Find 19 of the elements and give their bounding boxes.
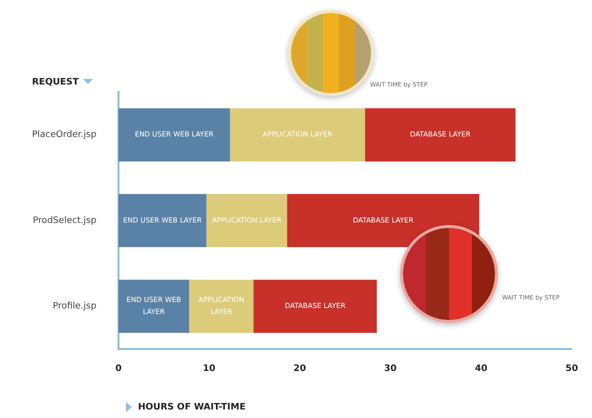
x-tick-label: 10 [202,364,216,374]
y-axis-title: REQUEST [32,77,80,88]
y-tick-label: Profile.jsp [52,302,97,312]
x-tick-label: 30 [384,364,397,374]
bar [118,280,190,333]
bar [118,108,230,162]
x-tick-label: 50 [565,364,578,374]
bar [254,280,377,333]
x-tick-label: 40 [474,364,488,374]
bar [206,194,288,248]
x-tick-label: 20 [293,364,306,374]
x-tick-label: 0 [115,364,122,374]
bar [230,108,366,162]
y-tick-label: ProdSelect.jsp [32,216,97,226]
y-tick-label: PlaceOrder.jsp [32,130,97,140]
bar [189,280,254,333]
bar [118,194,206,248]
bar [365,108,516,162]
x-axis-title: HOURS OF WAIT-TIME [138,402,246,412]
